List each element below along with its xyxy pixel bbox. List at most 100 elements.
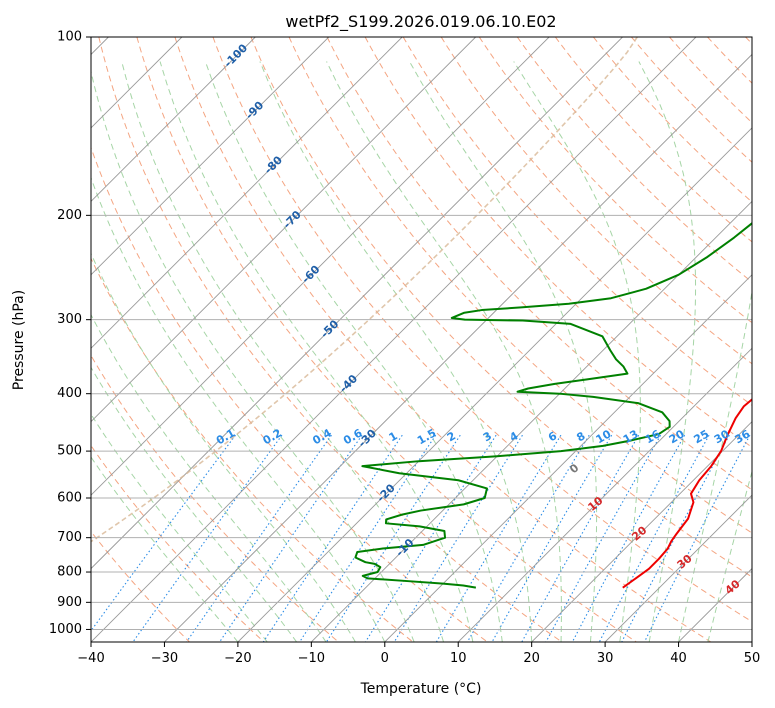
moist-adiabat-line xyxy=(91,313,327,642)
moist-adiabat-line xyxy=(409,61,598,642)
isotherm-line xyxy=(678,567,752,642)
dry-adiabat-line xyxy=(745,37,752,45)
moist-adiabat-line xyxy=(91,176,386,642)
dewpoint-profile xyxy=(354,221,752,589)
isotherm-line xyxy=(91,37,623,570)
dry-adiabat-line xyxy=(91,146,488,642)
moist-adiabat-line xyxy=(678,288,752,642)
y-tick-label: 200 xyxy=(57,208,82,223)
isotherm-label: -60 xyxy=(299,263,322,286)
chart-title: wetPf2_S199.2026.019.06.10.E02 xyxy=(285,12,556,32)
dry-adiabat-line xyxy=(402,37,752,406)
mixing-ratio-label: 36 xyxy=(733,427,753,446)
dry-adiabat-line xyxy=(440,37,752,365)
isotherm-line xyxy=(531,421,752,642)
isotherm-line xyxy=(91,37,697,642)
isotherm-line xyxy=(91,37,403,349)
y-tick-label: 1000 xyxy=(49,622,82,637)
isotherm-line xyxy=(457,347,752,642)
y-tick-label: 700 xyxy=(57,530,82,545)
plot-frame xyxy=(90,36,753,643)
dry-adiabat-line xyxy=(91,530,190,642)
mixing-ratio-label: 1.5 xyxy=(415,426,438,447)
mixing-ratio-line xyxy=(466,434,590,642)
dry-adiabat-line xyxy=(136,37,637,642)
moist-adiabat-line xyxy=(121,61,445,642)
moist-adiabat-line xyxy=(91,69,415,642)
x-tick-label: 50 xyxy=(744,651,761,666)
mixing-ratio-label: 16 xyxy=(643,427,663,446)
mixing-ratio-line xyxy=(186,434,332,642)
moist-adiabat-line xyxy=(326,61,562,642)
mixing-ratio-label: 0.2 xyxy=(261,426,284,447)
isotherm-label: -100 xyxy=(222,41,251,70)
isotherm-line xyxy=(91,37,476,423)
mixing-ratio-line xyxy=(219,434,363,642)
mixing-ratio-line xyxy=(491,434,613,642)
mixing-ratio-line xyxy=(132,434,283,642)
moist-adiabat-line xyxy=(91,456,239,642)
dry-adiabat-line xyxy=(631,37,752,163)
mixing-ratio-line xyxy=(325,434,461,642)
plot-area xyxy=(91,37,752,642)
y-tick-label: 500 xyxy=(57,444,82,459)
moist-adiabat-line xyxy=(91,252,356,642)
isotherm-line xyxy=(91,37,256,202)
y-tick-label: 900 xyxy=(57,595,82,610)
y-axis-title: Pressure (hPa) xyxy=(11,290,27,390)
mixing-ratio-line xyxy=(598,434,710,642)
x-tick-label: −10 xyxy=(298,651,325,666)
mixing-ratio-label: 25 xyxy=(692,427,712,446)
mixing-ratio-line xyxy=(571,434,686,642)
mixing-ratio-line xyxy=(643,434,751,642)
mixing-ratio-line xyxy=(435,434,562,642)
moist-adiabat-label: 0 xyxy=(567,461,581,476)
isotherm-label: -50 xyxy=(318,317,341,340)
isotherm-line xyxy=(237,127,752,642)
mixing-ratio-label: 0.4 xyxy=(310,426,334,447)
x-tick-label: −30 xyxy=(151,651,178,666)
mixing-ratio-line xyxy=(545,434,662,642)
moist-adiabat-line xyxy=(91,366,298,642)
moist-adiabat-line xyxy=(159,61,474,642)
x-tick-label: −20 xyxy=(224,651,251,666)
x-axis-title: Temperature (°C) xyxy=(360,681,482,697)
x-tick-label: 0 xyxy=(381,651,389,666)
dry-adiabat-line xyxy=(98,37,563,642)
y-tick-label: 300 xyxy=(57,312,82,327)
dry-adiabat-line xyxy=(707,37,752,84)
isotherm-line xyxy=(604,494,752,642)
dry-adiabat-line xyxy=(554,37,752,243)
dry-adiabat-line xyxy=(212,37,752,623)
isotherm-line xyxy=(311,200,752,642)
x-tick-label: 10 xyxy=(450,651,467,666)
mixing-ratio-line xyxy=(521,434,640,642)
dry-adiabat-line xyxy=(91,354,339,642)
mixing-ratio-label: 13 xyxy=(621,427,641,446)
dry-adiabat-line xyxy=(592,37,752,203)
isotherm-line xyxy=(751,641,752,642)
isotherm-line xyxy=(91,37,550,496)
mixing-ratio-line xyxy=(299,434,437,642)
mixing-ratio-line xyxy=(393,434,523,642)
y-tick-label: 800 xyxy=(57,565,82,580)
x-tick-label: −40 xyxy=(77,651,104,666)
x-tick-label: 30 xyxy=(597,651,614,666)
isotherm-label: -10 xyxy=(393,536,416,559)
isotherm-label: -20 xyxy=(374,481,397,504)
x-tick-label: 40 xyxy=(670,651,687,666)
mixing-ratio-label: 8 xyxy=(574,429,587,444)
isotherm-line xyxy=(91,37,330,276)
isotherm-label: -70 xyxy=(281,208,304,231)
dry-adiabat-line xyxy=(326,37,752,491)
guide-curve xyxy=(91,37,638,543)
moist-adiabat-line xyxy=(259,61,533,642)
temperature-profile xyxy=(622,398,752,589)
isotherm-label: -40 xyxy=(337,372,360,395)
dry-adiabat-line xyxy=(91,444,265,642)
moist-adiabat-line xyxy=(513,61,641,642)
isotherm-line xyxy=(164,53,752,642)
mixing-ratio-label: 6 xyxy=(546,429,559,444)
y-tick-label: 100 xyxy=(57,30,82,45)
